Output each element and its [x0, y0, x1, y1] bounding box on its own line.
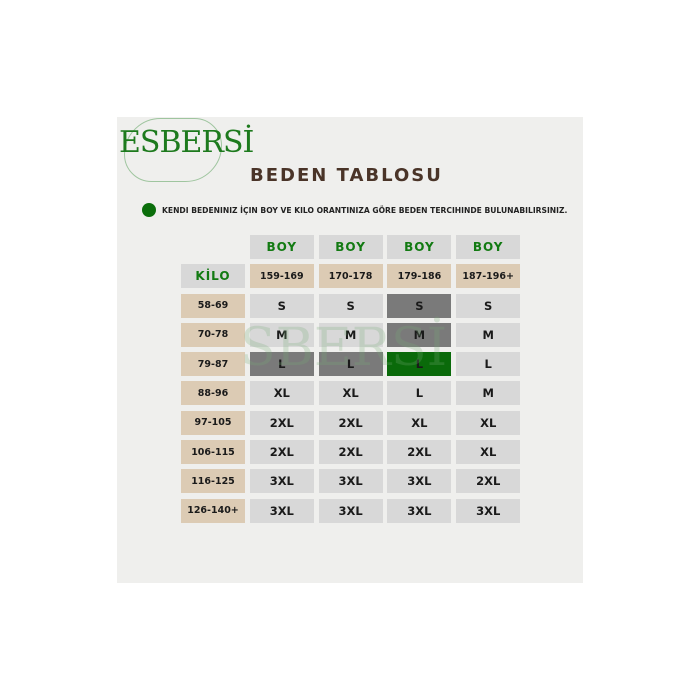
brand-logo: ESBERSİ: [119, 125, 254, 160]
size-cell: 3XL: [318, 498, 383, 523]
size-cell: 2XL: [387, 440, 452, 465]
note-text: KENDI BEDENINIZ İÇIN BOY VE KILO ORANTIN…: [162, 205, 568, 215]
height-range: 159-169: [249, 264, 314, 289]
size-cell: 2XL: [249, 440, 314, 465]
size-cell: S: [318, 293, 383, 318]
size-cell: XL: [318, 381, 383, 406]
height-range: 170-178: [318, 264, 383, 289]
weight-range: 126-140+: [181, 498, 245, 523]
logo-ring: [124, 118, 222, 182]
empty-corner: [181, 235, 245, 259]
green-dot-icon: [142, 203, 156, 217]
weight-range: 79-87: [181, 352, 245, 377]
info-note: KENDI BEDENINIZ İÇIN BOY VE KILO ORANTIN…: [142, 203, 567, 217]
kilo-header: KİLO: [181, 264, 245, 289]
boy-header: BOY: [249, 235, 314, 259]
size-cell: S: [387, 293, 452, 318]
height-range: 187-196+: [456, 264, 521, 289]
size-cell: 3XL: [387, 469, 452, 494]
size-cell: S: [249, 293, 314, 318]
weight-range: 116-125: [181, 469, 245, 494]
size-cell: 3XL: [249, 469, 314, 494]
weight-range: 58-69: [181, 293, 245, 318]
size-cell: S: [456, 293, 521, 318]
size-cell: M: [249, 322, 314, 347]
size-cell: 3XL: [387, 498, 452, 523]
page-title: BEDEN TABLOSU: [250, 165, 443, 186]
size-cell: L: [387, 352, 452, 377]
size-cell: XL: [456, 440, 521, 465]
size-cell: 2XL: [318, 440, 383, 465]
size-cell: XL: [456, 410, 521, 435]
size-cell: XL: [387, 410, 452, 435]
weight-range: 106-115: [181, 440, 245, 465]
size-table: BOY BOY BOY BOY KİLO 159-169 170-178 179-186 187…: [181, 235, 521, 523]
size-cell: 2XL: [249, 410, 314, 435]
size-cell: L: [456, 352, 521, 377]
height-range: 179-186: [387, 264, 452, 289]
boy-header: BOY: [387, 235, 452, 259]
size-cell: M: [387, 322, 452, 347]
weight-range: 97-105: [181, 410, 245, 435]
size-cell: 3XL: [318, 469, 383, 494]
size-cell: 3XL: [456, 498, 521, 523]
size-cell: L: [387, 381, 452, 406]
boy-header: BOY: [318, 235, 383, 259]
size-cell: M: [456, 322, 521, 347]
size-cell: 2XL: [456, 469, 521, 494]
size-cell: M: [456, 381, 521, 406]
boy-header: BOY: [456, 235, 521, 259]
size-cell: XL: [249, 381, 314, 406]
size-cell: M: [318, 322, 383, 347]
size-cell: L: [249, 352, 314, 377]
size-cell: L: [318, 352, 383, 377]
weight-range: 88-96: [181, 381, 245, 406]
weight-range: 70-78: [181, 322, 245, 347]
size-cell: 3XL: [249, 498, 314, 523]
size-cell: 2XL: [318, 410, 383, 435]
